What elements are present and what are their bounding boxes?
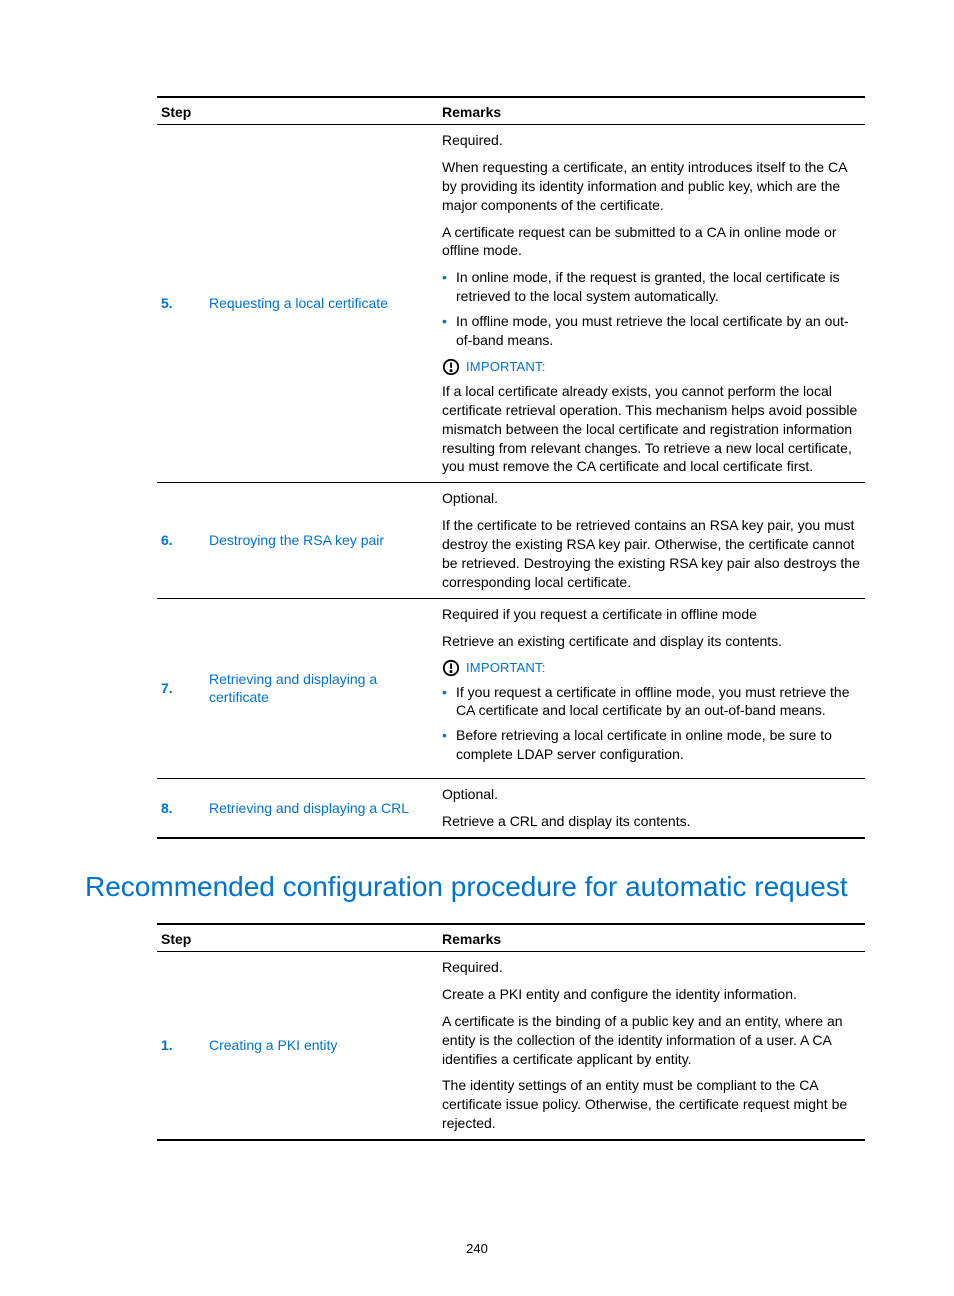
table-header-step: Step: [157, 924, 438, 952]
step-link[interactable]: Retrieving and displaying a CRL: [209, 800, 409, 816]
steps-table-2: Step Remarks 1. Creating a PKI entity Re…: [157, 923, 865, 1141]
important-icon: [442, 358, 460, 376]
remark-text: Required if you request a certificate in…: [442, 605, 861, 624]
step-number: 8.: [161, 800, 173, 816]
important-callout: IMPORTANT:: [442, 358, 861, 376]
table-row: 8. Retrieving and displaying a CRL Optio…: [157, 779, 865, 838]
important-icon: [442, 659, 460, 677]
remark-text: If the certificate to be retrieved conta…: [442, 516, 861, 592]
bullet-item: Before retrieving a local certificate in…: [442, 726, 861, 764]
step-number: 5.: [161, 295, 173, 311]
table-row: 7. Retrieving and displaying a certifica…: [157, 598, 865, 778]
remark-text: If a local certificate already exists, y…: [442, 382, 861, 476]
bullet-item: If you request a certificate in offline …: [442, 683, 861, 721]
table-header-step: Step: [157, 97, 438, 125]
remark-text: Retrieve a CRL and display its contents.: [442, 812, 861, 831]
section-heading: Recommended configuration procedure for …: [85, 871, 869, 903]
step-link[interactable]: Retrieving and displaying a certificate: [209, 671, 377, 706]
table-row: 1. Creating a PKI entity Required. Creat…: [157, 951, 865, 1140]
page-number: 240: [0, 1241, 954, 1256]
remark-text: A certificate is the binding of a public…: [442, 1012, 861, 1069]
remark-text: Optional.: [442, 489, 861, 508]
step-link[interactable]: Requesting a local certificate: [209, 295, 388, 311]
bullet-item: In online mode, if the request is grante…: [442, 268, 861, 306]
step-number: 1.: [161, 1037, 173, 1053]
document-page: Step Remarks 5. Requesting a local certi…: [0, 0, 954, 1296]
bullet-list: In online mode, if the request is grante…: [442, 268, 861, 350]
remark-text: Optional.: [442, 785, 861, 804]
table-row: 5. Requesting a local certificate Requir…: [157, 125, 865, 483]
step-number: 6.: [161, 532, 173, 548]
step-link[interactable]: Destroying the RSA key pair: [209, 532, 384, 548]
bullet-list: If you request a certificate in offline …: [442, 683, 861, 765]
remark-text: Required.: [442, 958, 861, 977]
remark-text: When requesting a certificate, an entity…: [442, 158, 861, 215]
remark-text: Retrieve an existing certificate and dis…: [442, 632, 861, 651]
remark-text: Create a PKI entity and configure the id…: [442, 985, 861, 1004]
remark-text: A certificate request can be submitted t…: [442, 223, 861, 261]
bullet-item: In offline mode, you must retrieve the l…: [442, 312, 861, 350]
remark-text: The identity settings of an entity must …: [442, 1076, 861, 1133]
step-number: 7.: [161, 680, 173, 696]
table-header-remarks: Remarks: [438, 924, 865, 952]
steps-table-1: Step Remarks 5. Requesting a local certi…: [157, 96, 865, 839]
step-link[interactable]: Creating a PKI entity: [209, 1037, 337, 1053]
important-label: IMPORTANT:: [466, 358, 546, 376]
important-callout: IMPORTANT:: [442, 659, 861, 677]
table-header-remarks: Remarks: [438, 97, 865, 125]
remark-text: Required.: [442, 131, 861, 150]
important-label: IMPORTANT:: [466, 659, 546, 677]
table-row: 6. Destroying the RSA key pair Optional.…: [157, 483, 865, 598]
